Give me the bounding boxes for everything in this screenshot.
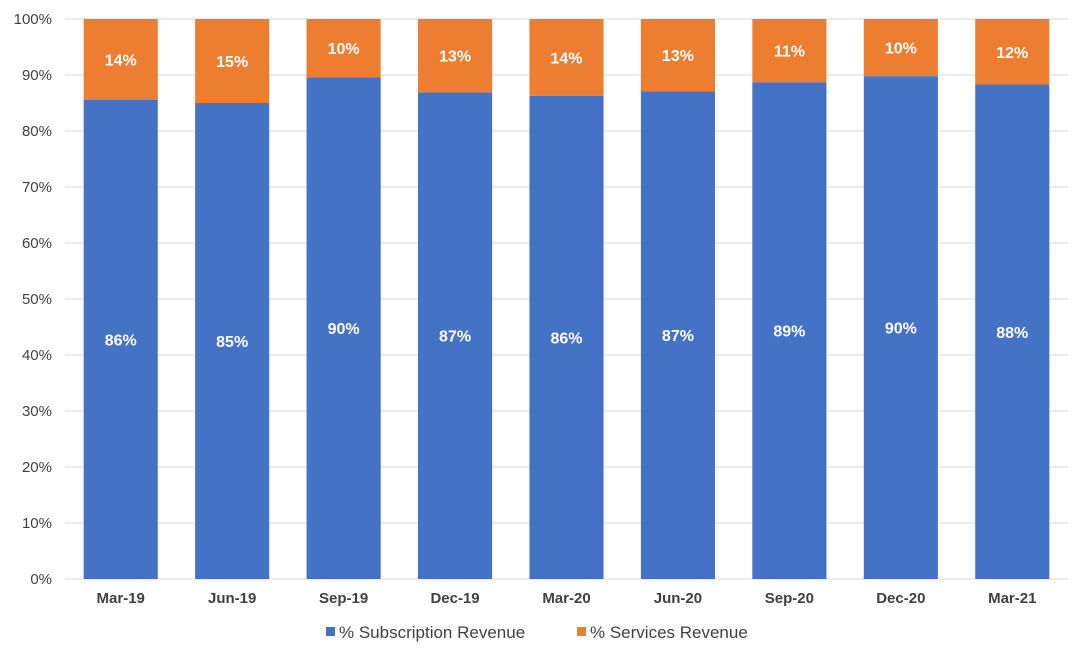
data-label: 88%	[996, 325, 1028, 342]
y-tick-label: 20%	[22, 459, 52, 476]
data-label: 12%	[996, 45, 1028, 62]
legend-label-subscription: % Subscription Revenue	[339, 623, 525, 642]
legend-swatch-subscription	[326, 627, 335, 636]
y-tick-label: 50%	[22, 291, 52, 308]
bar-subscription	[752, 82, 827, 579]
y-tick-label: 30%	[22, 403, 52, 420]
data-label: 90%	[328, 321, 360, 338]
bars: 86% 14% 85% 15% 90% 10% 87% 13% 86% 14% 87% 13% 89% 1…	[83, 19, 1050, 580]
bar-services	[975, 19, 1050, 85]
data-label: 14%	[105, 52, 137, 69]
bar-subscription	[640, 91, 715, 580]
bar-services	[529, 19, 604, 96]
bar-services	[83, 19, 158, 100]
bar-services	[418, 19, 493, 93]
data-label: 85%	[216, 334, 248, 351]
x-tick-label: Sep-19	[319, 590, 368, 607]
x-tick-label: Mar-21	[988, 590, 1036, 607]
y-tick-label: 10%	[22, 515, 52, 532]
x-tick-label: Mar-20	[542, 590, 590, 607]
y-tick-label: 80%	[22, 123, 52, 140]
y-tick-label: 90%	[22, 67, 52, 84]
y-tick-label: 40%	[22, 347, 52, 364]
data-label: 86%	[550, 330, 582, 347]
x-tick-label: Dec-19	[430, 590, 479, 607]
x-tick-label: Mar-19	[97, 590, 145, 607]
data-label: 87%	[439, 329, 471, 346]
bar-subscription	[418, 92, 493, 580]
data-label: 86%	[105, 332, 137, 349]
bar-subscription	[975, 84, 1050, 580]
bar-services	[306, 19, 381, 78]
bar-services	[195, 19, 270, 103]
x-axis: Mar-19 Jun-19 Sep-19 Dec-19 Mar-20 Jun-20 Sep-…	[97, 590, 1037, 607]
data-label: 10%	[328, 41, 360, 58]
bar-services	[640, 19, 715, 92]
data-label: 89%	[773, 324, 805, 341]
x-tick-label: Jun-20	[654, 590, 702, 607]
bar-subscription	[83, 99, 158, 579]
data-label: 13%	[662, 48, 694, 65]
x-tick-label: Sep-20	[765, 590, 814, 607]
bar-subscription	[306, 77, 381, 580]
bar-subscription	[529, 95, 604, 579]
x-tick-label: Dec-20	[876, 590, 925, 607]
data-label: 87%	[662, 328, 694, 345]
bar-subscription	[195, 103, 270, 579]
legend-label-services: % Services Revenue	[590, 623, 748, 642]
data-label: 14%	[550, 50, 582, 67]
y-tick-label: 70%	[22, 179, 52, 196]
data-label: 90%	[885, 321, 917, 338]
y-axis: 0% 10% 20% 30% 40% 50% 60% 70% 80% 90% 100%	[14, 11, 52, 588]
data-label: 11%	[774, 44, 805, 61]
data-label: 13%	[439, 49, 471, 66]
data-label: 10%	[885, 41, 917, 58]
y-tick-label: 60%	[22, 235, 52, 252]
legend-swatch-services	[577, 627, 586, 636]
legend: % Subscription Revenue % Services Revenu…	[326, 623, 748, 642]
y-tick-label: 100%	[14, 11, 52, 28]
x-tick-label: Jun-19	[208, 590, 256, 607]
bar-services	[863, 19, 938, 77]
bar-subscription	[863, 76, 938, 580]
bar-services	[752, 19, 827, 83]
y-tick-label: 0%	[30, 571, 52, 588]
data-label: 15%	[216, 54, 248, 71]
